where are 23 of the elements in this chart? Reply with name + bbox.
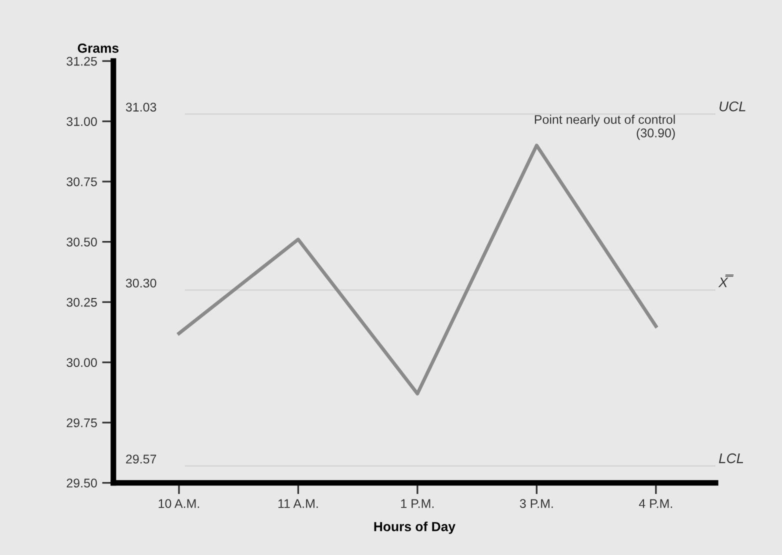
y-tick-label: 30.00 (66, 358, 97, 367)
ref-line-label: LCL (718, 453, 744, 464)
y-tick-label: 30.75 (66, 177, 97, 186)
text: 30.30 (126, 278, 156, 288)
x-tick-label: 4 P.M. (638, 499, 672, 508)
text: 31.03 (126, 102, 156, 112)
x-axis-title: Hours of Day (374, 522, 456, 534)
y-tick-label: 31.25 (66, 56, 97, 66)
annotation: Point nearly out of control (30.90) (534, 114, 675, 140)
line-series (177, 144, 658, 396)
y-tick-label: 29.75 (66, 418, 97, 428)
y-tick-label: 31.00 (66, 117, 97, 126)
x-tick-label: 10 A.M. (158, 499, 200, 508)
x-tick-label: 11 A.M. (278, 499, 318, 508)
y-tick-label: 30.50 (66, 238, 97, 246)
ref-line-label: UCL (720, 101, 746, 112)
y-tick-label: 29.50 (66, 478, 97, 488)
x-tick-label: 1 P.M. (401, 499, 434, 508)
y-axis-title: Grams (78, 44, 119, 53)
y-tick-label: 30.25 (66, 298, 97, 307)
text: 29.57 (126, 454, 156, 464)
x-tick-label: 3 P.M. (520, 499, 553, 508)
ref-line-label: X̿ (718, 274, 734, 288)
